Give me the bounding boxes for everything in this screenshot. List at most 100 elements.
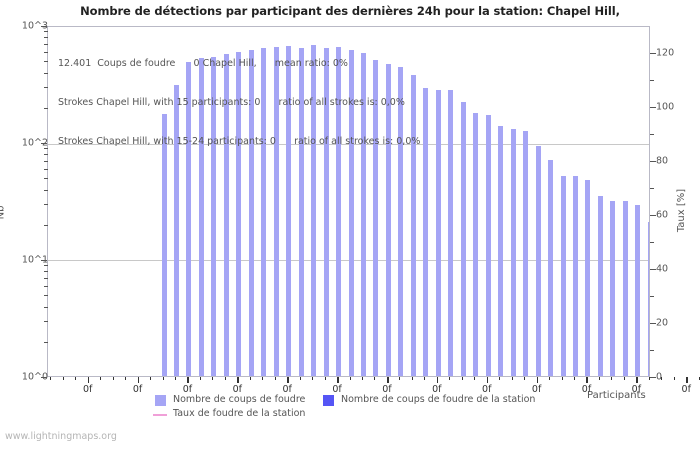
bar bbox=[373, 60, 379, 376]
bar bbox=[435, 90, 441, 376]
plot-area: 12.401 Coups de foudre 0 Chapel Hill, me… bbox=[47, 26, 650, 377]
x-axis-major-tickmark bbox=[536, 377, 539, 383]
y-axis-title-left: Nb bbox=[0, 205, 7, 220]
x-axis-minor-tickmark bbox=[661, 377, 663, 380]
x-axis-minor-tickmark bbox=[162, 377, 164, 380]
bar bbox=[323, 48, 329, 376]
legend-line-icon bbox=[153, 414, 167, 416]
bar bbox=[410, 75, 416, 376]
y-axis-right-tickmark bbox=[650, 215, 656, 216]
x-axis-minor-tickmark bbox=[362, 377, 364, 380]
bar bbox=[248, 50, 254, 376]
y-axis-left-minor-tickmark bbox=[44, 52, 48, 53]
y-axis-left-minor-tickmark bbox=[44, 307, 48, 308]
x-axis-minor-tickmark bbox=[474, 377, 476, 380]
bar bbox=[548, 160, 554, 376]
bar bbox=[361, 53, 367, 376]
legend-swatch-square-icon bbox=[323, 395, 334, 406]
y-axis-left-minor-tickmark bbox=[44, 321, 48, 322]
x-axis-minor-tickmark bbox=[648, 377, 650, 380]
bar bbox=[523, 131, 529, 376]
y-axis-right-tick-label: 60 bbox=[656, 209, 669, 221]
bar bbox=[223, 54, 229, 376]
x-axis-minor-tickmark bbox=[561, 377, 563, 380]
y-axis-left-tick-label: 10^0 bbox=[21, 371, 48, 383]
bar bbox=[460, 102, 466, 376]
bar bbox=[261, 48, 267, 376]
bar-series-lightning-count bbox=[48, 27, 649, 376]
legend-swatch-square-icon bbox=[155, 395, 166, 406]
x-axis-minor-tickmark bbox=[461, 377, 463, 380]
x-axis-tick-label: 0f bbox=[132, 384, 143, 395]
y-axis-left-tickmark bbox=[41, 260, 47, 261]
x-axis-minor-tickmark bbox=[112, 377, 114, 380]
y-axis-left-tick-label: 10^1 bbox=[21, 254, 48, 266]
x-axis-tick-label: 0f bbox=[382, 384, 392, 395]
y-axis-left-minor-tickmark bbox=[44, 286, 48, 287]
bar bbox=[535, 146, 541, 376]
x-axis-major-tickmark bbox=[137, 377, 140, 383]
bar bbox=[622, 201, 628, 376]
x-axis-minor-tickmark bbox=[299, 377, 301, 380]
bar bbox=[610, 201, 616, 376]
y-axis-right-tick-label: 120 bbox=[656, 47, 675, 59]
x-axis-tick-label: 0f bbox=[182, 384, 193, 395]
x-axis-major-tickmark bbox=[187, 377, 190, 383]
y-axis-left-minor-tickmark bbox=[44, 31, 48, 32]
y-axis-left-minor-tickmark bbox=[44, 44, 48, 45]
y-axis-left-minor-tickmark bbox=[44, 61, 48, 62]
y-axis-left-minor-tickmark bbox=[44, 265, 48, 266]
x-axis-minor-tickmark bbox=[449, 377, 451, 380]
bar bbox=[273, 47, 279, 376]
x-axis-minor-tickmark bbox=[249, 377, 251, 380]
y-axis-left-minor-tickmark bbox=[44, 178, 48, 179]
y-axis-right-minor-tickmark bbox=[650, 350, 654, 351]
bar bbox=[198, 58, 204, 376]
x-axis-minor-tickmark bbox=[274, 377, 276, 380]
bar bbox=[385, 64, 391, 376]
bar bbox=[585, 180, 591, 376]
x-axis-major-tickmark bbox=[436, 377, 439, 383]
y-axis-left-minor-tickmark bbox=[44, 342, 48, 343]
bar bbox=[635, 205, 641, 376]
y-axis-right-tick-label: 80 bbox=[656, 155, 669, 167]
legend-label: Nombre de coups de foudre bbox=[173, 394, 306, 405]
x-axis-minor-tickmark bbox=[87, 377, 89, 380]
x-axis-minor-tickmark bbox=[424, 377, 426, 380]
bar bbox=[448, 90, 454, 376]
watermark: www.lightningmaps.org bbox=[5, 431, 117, 442]
x-axis-major-tickmark bbox=[237, 377, 239, 383]
x-axis-minor-tickmark bbox=[224, 377, 226, 380]
x-axis-tick-label: 0f bbox=[482, 384, 492, 395]
x-axis-tick-label: 0f bbox=[282, 384, 292, 395]
y-axis-left-tick-label: 10^3 bbox=[21, 20, 48, 32]
legend-label: Taux de foudre de la station bbox=[173, 408, 306, 419]
x-axis-tick-label: 0f bbox=[531, 384, 542, 395]
x-axis-minor-tickmark bbox=[549, 377, 551, 380]
y-axis-left-minor-tickmark bbox=[44, 204, 48, 205]
y-axis-left-tick-label: 10^2 bbox=[21, 137, 48, 149]
bar bbox=[348, 50, 354, 376]
x-axis-major-tickmark bbox=[486, 377, 489, 383]
x-axis-tick-label: 0f bbox=[432, 384, 442, 395]
y-axis-right-minor-tickmark bbox=[650, 80, 654, 81]
x-axis-minor-tickmark bbox=[174, 377, 176, 380]
bar bbox=[161, 114, 167, 376]
y-axis-right-minor-tickmark bbox=[650, 296, 654, 297]
x-axis-major-tickmark bbox=[87, 377, 90, 383]
x-axis-minor-tickmark bbox=[62, 377, 64, 380]
y-axis-left-minor-tickmark bbox=[44, 87, 48, 88]
y-axis-right-tick-label: 0 bbox=[656, 371, 663, 383]
x-axis-major-tickmark bbox=[337, 377, 339, 383]
bar bbox=[398, 67, 404, 376]
y-axis-right-minor-tickmark bbox=[650, 134, 654, 135]
x-axis-minor-tickmark bbox=[100, 377, 102, 380]
bar bbox=[286, 46, 292, 376]
x-axis-minor-tickmark bbox=[262, 377, 264, 380]
y-axis-right-tickmark bbox=[650, 53, 656, 54]
x-axis-minor-tickmark bbox=[312, 377, 314, 380]
x-axis-minor-tickmark bbox=[150, 377, 152, 380]
y-axis-left-minor-tickmark bbox=[44, 108, 48, 109]
x-axis-minor-tickmark bbox=[75, 377, 77, 380]
y-axis-right-tickmark bbox=[650, 161, 656, 162]
